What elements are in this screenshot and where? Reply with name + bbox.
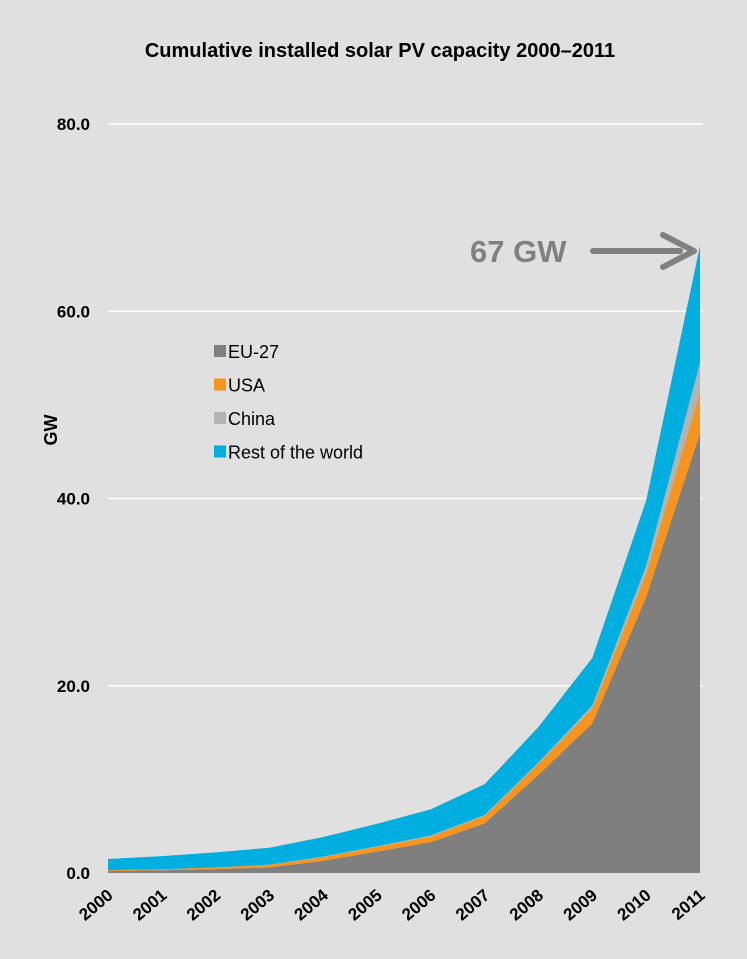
legend-swatch-rest-of-the-world [214,445,226,458]
legend-swatch-china [214,412,226,424]
stacked-areas [108,245,700,873]
legend-label-china: China [228,409,276,429]
x-tick-label: 2007 [452,886,493,925]
annotation-arrow-head [660,232,697,270]
x-tick-label: 2008 [506,886,547,925]
x-tick-label: 2005 [344,886,385,925]
annotation-label: 67 GW [470,234,567,269]
x-tick-label: 2011 [668,886,708,924]
y-tick-label: 40.0 [57,490,90,509]
chart-title: Cumulative installed solar PV capacity 2… [145,40,615,62]
x-tick-label: 2009 [560,886,601,925]
x-tick-label: 2000 [75,886,116,925]
y-axis-ticks: 0.0 20.0 40.0 60.0 80.0 [57,115,90,883]
x-tick-label: 2002 [183,886,224,925]
x-tick-label: 2001 [129,886,170,925]
x-axis-ticks: 2000 2001 2002 2003 2004 2005 2006 2007 2008 2009… [75,885,708,924]
y-tick-label: 0.0 [66,864,90,883]
area-eu-27 [108,433,700,873]
x-tick-label: 2006 [398,886,439,925]
legend-label-rest-of-the-world: Rest of the world [228,443,363,463]
y-tick-label: 60.0 [57,302,90,321]
x-tick-label: 2010 [614,886,655,925]
area-usa [108,391,700,872]
legend-label-usa: USA [228,376,265,396]
legend-swatch-usa [214,378,226,391]
annotation: 67 GW [470,232,697,270]
legend: EU-27 USA China Rest of the world [214,342,363,463]
y-tick-label: 20.0 [57,677,90,696]
y-axis-label: GW [41,414,61,445]
x-tick-label: 2003 [237,886,278,925]
x-tick-label: 2004 [291,885,333,924]
legend-label-eu-27: EU-27 [228,342,279,362]
y-tick-label: 80.0 [57,115,90,134]
legend-swatch-eu-27 [214,345,226,357]
area-rest-of-the-world [108,245,700,871]
